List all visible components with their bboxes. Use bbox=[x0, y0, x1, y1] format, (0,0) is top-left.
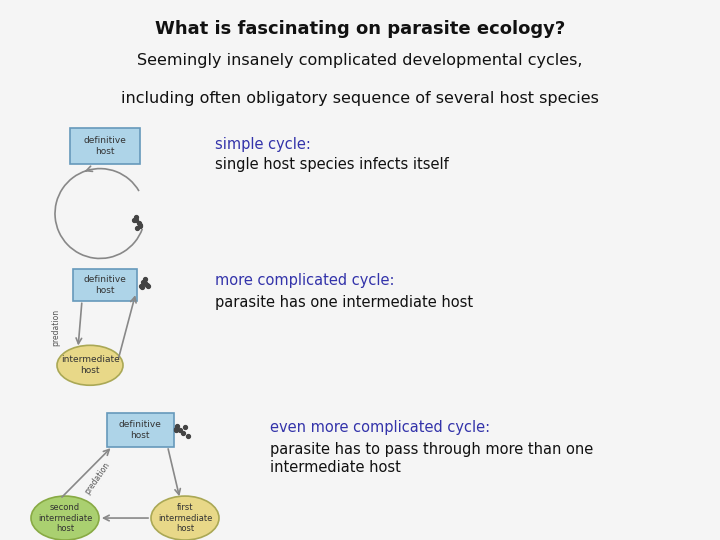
Text: intermediate
host: intermediate host bbox=[60, 355, 120, 375]
Text: simple cycle:: simple cycle: bbox=[215, 137, 311, 152]
Text: definitive
host: definitive host bbox=[119, 420, 161, 440]
Ellipse shape bbox=[31, 496, 99, 540]
Ellipse shape bbox=[151, 496, 219, 540]
Text: What is fascinating on parasite ecology?: What is fascinating on parasite ecology? bbox=[155, 20, 565, 38]
FancyBboxPatch shape bbox=[73, 269, 137, 301]
Text: definitive
host: definitive host bbox=[84, 136, 127, 156]
Text: first
intermediate
host: first intermediate host bbox=[158, 503, 212, 533]
Text: parasite has one intermediate host: parasite has one intermediate host bbox=[215, 295, 473, 310]
Text: even more complicated cycle:: even more complicated cycle: bbox=[270, 420, 490, 435]
Text: second
intermediate
host: second intermediate host bbox=[38, 503, 92, 533]
Text: including often obligatory sequence of several host species: including often obligatory sequence of s… bbox=[121, 91, 599, 106]
Text: parasite has to pass through more than one: parasite has to pass through more than o… bbox=[270, 442, 593, 457]
Text: predation: predation bbox=[52, 309, 60, 346]
FancyBboxPatch shape bbox=[107, 413, 174, 447]
Text: Seemingly insanely complicated developmental cycles,: Seemingly insanely complicated developme… bbox=[138, 53, 582, 68]
Text: definitive
host: definitive host bbox=[84, 275, 127, 295]
Ellipse shape bbox=[57, 345, 123, 385]
Text: single host species infects itself: single host species infects itself bbox=[215, 157, 449, 172]
Text: predation: predation bbox=[84, 460, 112, 496]
Text: intermediate host: intermediate host bbox=[270, 460, 401, 475]
Text: more complicated cycle:: more complicated cycle: bbox=[215, 273, 395, 288]
FancyBboxPatch shape bbox=[70, 127, 140, 164]
